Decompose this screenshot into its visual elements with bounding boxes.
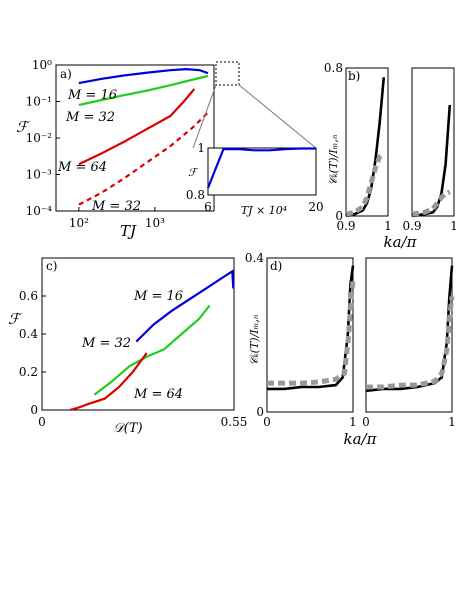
inset-frame <box>207 147 317 196</box>
panel-c-ylabel: ℱ <box>8 310 23 328</box>
panel-b-ylabel: 𝒞ₖ(T)/Iₘ,ₙ <box>327 135 340 186</box>
panel-a-xtick-label: 10³ <box>145 216 165 230</box>
panel-a-ylabel: ℱ <box>16 118 31 136</box>
panel-a-label: a) <box>60 67 72 81</box>
inset-xlabel: TJ × 10⁴ <box>241 204 287 217</box>
panel-d-ytick-label: 0 <box>256 405 264 419</box>
panel-a-ytick-label: 10⁻² <box>26 131 53 145</box>
panel-b-series-line <box>411 104 452 218</box>
panel-b-subframe <box>411 67 455 217</box>
panel-c-series-line <box>69 352 148 412</box>
panel-a-zoom-connector <box>192 84 217 149</box>
inset-ylabel: ℱ <box>188 166 199 179</box>
panel-d-xtick-label: 0 <box>362 415 370 429</box>
inset-series-line <box>206 147 316 189</box>
panel-b-ytick-label: 0.8 <box>324 61 343 75</box>
panel-b-xtick-label: 0.9 <box>336 219 355 233</box>
panel-a-zoom-connector <box>238 84 317 149</box>
panel-d-series-line <box>267 280 356 386</box>
panel-c-series-label: M = 32 <box>81 336 131 351</box>
panel-d-xlabel: ka/π <box>344 430 378 448</box>
panel-d-subframe <box>365 257 453 413</box>
panel-c-series-line <box>93 304 211 396</box>
panel-c-xtick-label: 0.55 <box>221 415 248 429</box>
panel-b-series-line <box>345 77 386 218</box>
panel-b-series-line <box>411 189 451 217</box>
panel-b-xlabel: ka/π <box>384 233 418 251</box>
panel-a-series-label: M = 32 <box>65 110 115 125</box>
panel-d-subframe <box>266 257 354 413</box>
panel-d-ylabel: 𝒞ₖ(T)/Iₘ,ₙ <box>248 315 261 366</box>
panel-c-xtick-label: 0 <box>38 415 46 429</box>
panel-a-ytick-label: 10⁻⁴ <box>26 204 53 218</box>
panel-a-xlabel: TJ <box>120 222 137 240</box>
panel-a-series-line <box>78 111 209 206</box>
panel-d-series-line <box>366 296 455 390</box>
panel-c-ytick-label: 0.2 <box>19 365 38 379</box>
panel-a-series-line <box>78 74 209 107</box>
panel-c-xlabel: 𝒟(T) <box>113 421 142 436</box>
panel-a-zoom-box <box>215 61 240 86</box>
panel-b-series-line <box>345 151 386 217</box>
panel-c-ytick-label: 0.6 <box>19 289 38 303</box>
panel-c-ytick-label: 0.4 <box>19 327 38 341</box>
panel-b-xtick-label: 0.9 <box>402 219 421 233</box>
panel-a-xtick-label: 10² <box>69 216 89 230</box>
panel-b-label: b) <box>348 69 360 83</box>
panel-a-series-label: M = 32 <box>91 199 141 214</box>
panel-d-xtick-label: 0 <box>263 415 271 429</box>
panel-c-ytick-label: 0 <box>30 403 38 417</box>
panel-b-xtick-label: 1 <box>384 219 392 233</box>
panel-a-ytick-label: 10⁻¹ <box>26 95 52 109</box>
panel-c-series-label: M = 64 <box>133 387 183 402</box>
panel-a-series-label: M = 64 <box>57 160 107 175</box>
panel-c-label: c) <box>46 259 57 273</box>
panel-c-series-label: M = 16 <box>133 289 183 304</box>
inset-ytick-label: 1 <box>197 141 205 155</box>
panel-a-ytick-label: 10⁰ <box>32 58 52 72</box>
panel-a-series-line <box>78 67 209 85</box>
inset-xtick-label: 20 <box>308 200 323 214</box>
panel-d-xtick-label: 1 <box>448 415 456 429</box>
panel-d-ytick-label: 0.4 <box>245 251 264 265</box>
panel-b-subframe <box>345 67 389 217</box>
panel-c-series-line <box>135 269 235 343</box>
panel-b-ytick-label: 0 <box>335 209 343 223</box>
panel-a-ytick-label: 10⁻³ <box>26 168 53 182</box>
inset-xtick-label: 6 <box>204 200 212 214</box>
panel-d-series-line <box>267 265 355 391</box>
inset-ytick-label: 0.8 <box>186 188 205 202</box>
panel-a-series-label: M = 16 <box>67 88 117 103</box>
panel-d-series-line <box>365 265 454 393</box>
panel-d-xtick-label: 1 <box>349 415 357 429</box>
panel-d-label: d) <box>270 259 282 273</box>
panel-b-xtick-label: 1 <box>450 219 458 233</box>
panel-a-series-line <box>78 88 196 166</box>
